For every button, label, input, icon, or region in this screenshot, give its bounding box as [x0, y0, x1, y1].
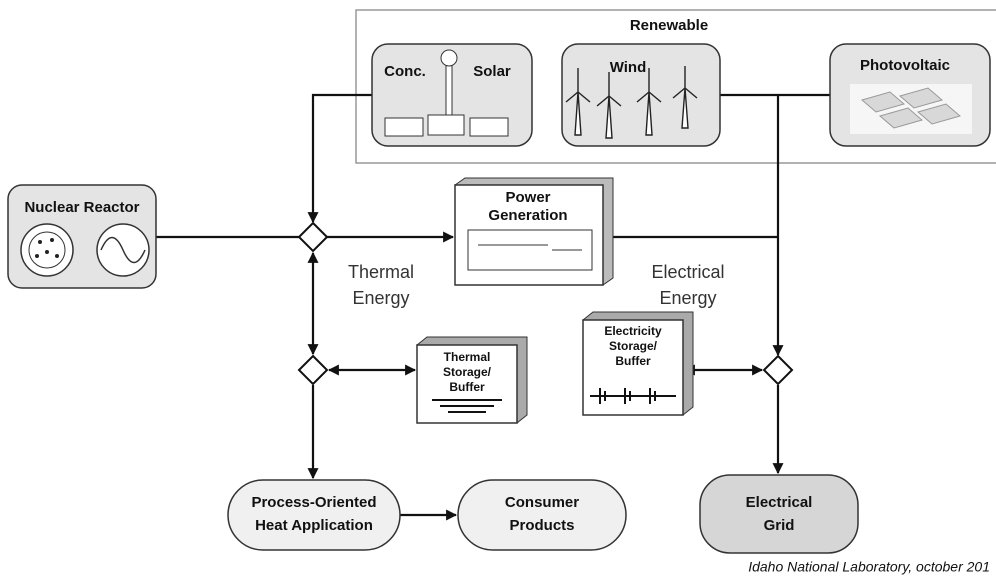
node-label: Heat Application — [255, 517, 373, 534]
diagram: Renewable Conc. Solar Wind Photovoltaic … — [0, 0, 996, 576]
node-label: Generation — [488, 207, 567, 224]
node-consumer-products: Consumer Products — [458, 480, 626, 550]
node-label: Conc. — [384, 63, 426, 80]
flow-label: Energy — [352, 288, 409, 308]
node-label: Photovoltaic — [860, 57, 950, 74]
node-label: Consumer — [505, 494, 579, 511]
node-thermal-storage: Thermal Storage/ Buffer — [417, 337, 527, 423]
node-label: Nuclear Reactor — [24, 199, 139, 216]
node-label: Solar — [473, 63, 511, 80]
node-label: Products — [509, 517, 574, 534]
node-photovoltaic: Photovoltaic — [830, 44, 990, 146]
node-nuclear-reactor: Nuclear Reactor — [8, 185, 156, 288]
node-electricity-storage: Electricity Storage/ Buffer — [583, 312, 693, 415]
node-label: Grid — [764, 517, 795, 534]
node-label: Thermal — [444, 350, 491, 364]
node-power-generation: Power Generation — [455, 178, 613, 285]
node-label: Storage/ — [443, 365, 492, 379]
flow-label: Thermal — [348, 262, 414, 282]
node-label: Power — [505, 189, 550, 206]
node-label: Buffer — [615, 354, 651, 368]
node-electrical-grid: Electrical Grid — [700, 475, 858, 553]
node-wind: Wind — [562, 44, 720, 146]
node-label: Electrical — [746, 494, 813, 511]
flow-label: Electrical — [651, 262, 724, 282]
node-label: Process-Oriented — [251, 494, 376, 511]
node-label: Electricity — [604, 324, 662, 338]
node-conc-solar: Conc. Solar — [372, 44, 532, 146]
footer: Idaho National Laboratory, october 201 — [748, 559, 990, 575]
node-process-heat: Process-Oriented Heat Application — [228, 480, 400, 550]
flow-label: Energy — [659, 288, 716, 308]
node-label: Storage/ — [609, 339, 658, 353]
node-label: Buffer — [449, 380, 485, 394]
node-label: Wind — [610, 59, 647, 76]
group-label: Renewable — [630, 17, 708, 34]
